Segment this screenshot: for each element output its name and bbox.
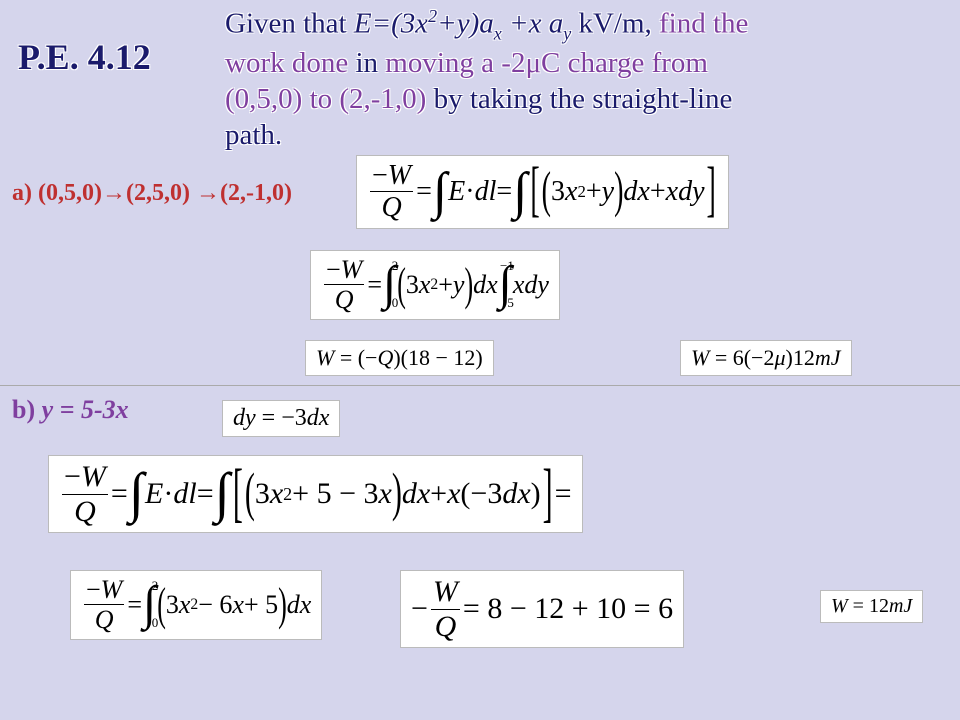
problem-line2-a: work done: [225, 47, 348, 79]
part-b-eq1: −W Q = ∫ E · dl = ∫ [ ( 3x2 + 5 − 3x ) d…: [48, 455, 583, 533]
b2-b: − 6: [198, 590, 232, 620]
problem-line1-sup: 2: [428, 6, 437, 26]
eq1-y: y: [602, 176, 614, 208]
b3-rest: = 8 − 12 + 10 = 6: [463, 592, 673, 626]
problem-line1-suby: y: [563, 23, 571, 43]
b1-x2: x: [379, 477, 392, 511]
eq2-plus: +: [438, 270, 453, 300]
part-b-eq2: −W Q = 2 ∫ 0 ( 3x2 − 6x + 5 ) dx: [70, 570, 322, 640]
b1-plus: +: [430, 477, 447, 511]
b1-x: x: [270, 477, 283, 511]
eq2-num: −W: [324, 255, 364, 285]
part-b-eq3: − W Q = 8 − 12 + 10 = 6: [400, 570, 684, 648]
eq1-dx: dx: [623, 176, 649, 208]
eq2-y: y: [453, 270, 465, 300]
eq1-eq: =: [416, 176, 432, 208]
eq2-dy: dy: [524, 270, 549, 300]
eq1-dot: ·: [465, 176, 474, 208]
eq1-plus2: +: [650, 176, 666, 208]
problem-line1-d: find the: [659, 8, 748, 40]
eq1-plus1: +: [586, 176, 602, 208]
problem-line1-subx: x: [494, 23, 502, 43]
eq2-eq: =: [367, 270, 382, 300]
b1-den: Q: [72, 495, 98, 529]
b2-dx: dx: [287, 590, 312, 620]
eq1-3: 3: [551, 176, 565, 208]
eq1-E: E: [448, 176, 465, 208]
b2-3: 3: [166, 590, 179, 620]
eq1-dl: dl: [475, 176, 497, 208]
problem-line4: path.: [225, 119, 282, 151]
b3-den: Q: [433, 610, 459, 644]
b1-3: 3: [255, 477, 270, 511]
part-a-eq2: −W Q = 2 ∫ 0 ( 3x2 + y ) dx −1 ∫ 5 xdy: [310, 250, 560, 320]
eq1-den: Q: [379, 192, 403, 223]
part-b-dy: dy = −3dx: [222, 400, 340, 437]
problem-line3-a: (0,5,0) to (2,-1,0): [225, 83, 426, 115]
eq2-den: Q: [333, 285, 356, 314]
eq2-3: 3: [406, 270, 419, 300]
problem-line1-c: kV/m,: [571, 8, 659, 40]
problem-line1-a: Given that: [225, 8, 354, 40]
part-b-eq4: W = 12mJ: [820, 590, 923, 623]
eq2-sup: 2: [430, 276, 438, 294]
pe-label: P.E. 4.12: [18, 36, 151, 78]
part-a-eq3: W = (−Q)(18 − 12): [305, 340, 494, 376]
part-a-eq4: W = 6(−2μ)12mJ: [680, 340, 852, 376]
b1-m3a: (−3: [460, 477, 502, 511]
b1-sup: 2: [283, 484, 292, 505]
eq2-x: x: [419, 270, 431, 300]
b2-c: + 5: [244, 590, 278, 620]
eq2-lo2: 5: [507, 299, 514, 307]
part-b-label-a: b): [12, 395, 42, 424]
b1-m3c: ): [531, 477, 541, 511]
b3-num: W: [431, 575, 460, 610]
divider: [0, 385, 960, 386]
eq1-sup: 2: [577, 182, 585, 202]
b1-dx: dx: [402, 477, 430, 511]
problem-line3-b: by taking the straight-line: [426, 83, 732, 115]
problem-line1-b3: +x a: [502, 8, 563, 40]
problem-line2-b: in: [348, 47, 385, 79]
b2-sup: 2: [190, 596, 198, 614]
problem-statement: Given that E=(3x2+y)ax +x ay kV/m, find …: [225, 5, 945, 154]
part-b-label-b: y = 5-3x: [42, 395, 129, 424]
b1-E: E: [145, 477, 163, 511]
problem-line1-b2: +y)a: [437, 8, 494, 40]
eq2-dx: dx: [473, 270, 498, 300]
b1-m3b: dx: [502, 477, 530, 511]
b2-x2: x: [232, 590, 244, 620]
eq1-dy: dy: [678, 176, 704, 208]
b1-dl: dl: [173, 477, 196, 511]
eq2-x2: x: [513, 270, 525, 300]
b3-minus: −: [411, 592, 428, 626]
problem-line2-c: moving a -2μC charge from: [385, 47, 708, 79]
eq1-eq2: =: [496, 176, 512, 208]
b1-x3: x: [447, 477, 460, 511]
problem-line1-b1: E=(3x: [354, 8, 428, 40]
eq1-x: x: [565, 176, 577, 208]
b1-b: + 5 − 3: [292, 477, 378, 511]
b2-den: Q: [93, 605, 116, 634]
b2-x: x: [179, 590, 191, 620]
eq1-x2: x: [666, 176, 678, 208]
part-a-label: a) (0,5,0)→(2,5,0) →(2,-1,0): [12, 180, 292, 207]
part-a-eq1: −W Q = ∫ E · dl = ∫ [ ( 3x2 + y ) dx + x…: [356, 155, 729, 229]
eq1-num: −W: [370, 160, 413, 192]
part-b-label: b) y = 5-3x: [12, 395, 129, 425]
